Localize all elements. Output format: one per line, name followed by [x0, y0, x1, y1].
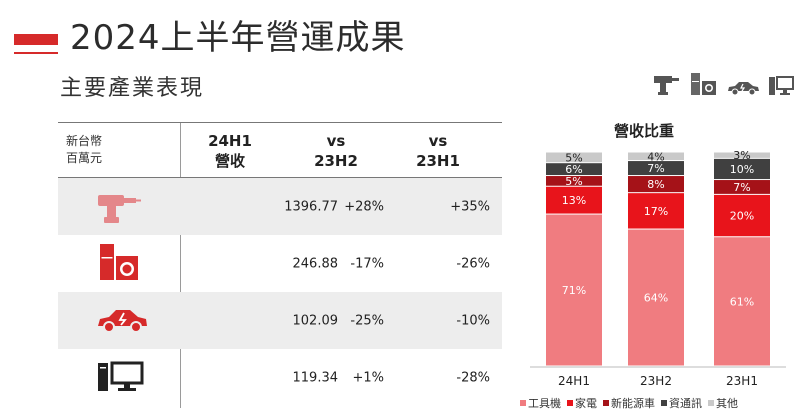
data-label: 13% [562, 194, 586, 207]
section-subtitle: 主要產業表現 [60, 76, 205, 101]
bar-segment [714, 152, 770, 158]
unit-scale: 百萬元 [66, 151, 103, 165]
table-row: 102.09 -25% -10% [58, 292, 502, 349]
data-label: 5% [565, 175, 582, 188]
column-header-line: vs [428, 132, 448, 150]
table-row: 119.34 +1% -28% [58, 349, 502, 406]
chart-title: 營收比重 [614, 122, 675, 140]
bar-segment [714, 158, 770, 180]
computer-icon [768, 74, 794, 96]
computer-icon [96, 359, 146, 397]
data-label: 5% [565, 151, 582, 164]
unit-currency: 新台幣 [66, 134, 103, 148]
bar-segment [628, 229, 684, 366]
legend-label: 其他 [716, 397, 738, 410]
title-accent-line [14, 52, 58, 54]
power-drill-icon [652, 70, 682, 96]
data-label: 20% [730, 210, 754, 223]
data-label: 10% [730, 163, 754, 176]
vs-23h1-value: -28% [456, 370, 490, 385]
bar-segment [628, 161, 684, 176]
vs-23h2-value: -17% [350, 256, 384, 271]
data-label: 4% [647, 150, 664, 163]
revenue-value: 246.88 [292, 256, 339, 271]
bar-segment [714, 180, 770, 194]
legend-swatch [520, 400, 526, 406]
bar-segment [628, 193, 684, 229]
legend-label: 工具機 [528, 397, 561, 410]
bar-segment [546, 176, 602, 186]
revenue-value: 102.09 [292, 313, 339, 328]
column-header-line: 24H1 [208, 132, 252, 150]
chart-legend: 工具機 家電 新能源車 資通訊 其他 [520, 395, 738, 411]
legend-item: 工具機 [520, 395, 561, 411]
legend-swatch [708, 400, 714, 406]
bar-segment [546, 214, 602, 366]
column-header-revenue: 24H1 營收 [180, 131, 280, 171]
bar-segment [628, 152, 684, 161]
bar-segment [546, 186, 602, 214]
legend-label: 家電 [575, 397, 597, 410]
data-label: 61% [730, 295, 754, 308]
column-header-vs-23h1: vs 23H1 [388, 131, 488, 171]
electric-car-icon [96, 304, 148, 338]
electric-car-icon [726, 78, 760, 96]
legend-label: 資通訊 [669, 397, 702, 410]
appliance-icon [96, 242, 142, 286]
bar-segment [628, 176, 684, 193]
industry-icons [652, 70, 794, 96]
appliance-icon [690, 72, 718, 96]
bar-segment [714, 194, 770, 237]
table-header: 新台幣 百萬元 24H1 營收 vs 23H2 vs 23H1 [58, 122, 502, 178]
column-header-line: 營收 [214, 152, 245, 170]
data-label: 64% [644, 292, 668, 305]
industry-performance-table: 新台幣 百萬元 24H1 營收 vs 23H2 vs 23H1 1396.77 … [58, 122, 502, 408]
revenue-value: 1396.77 [284, 199, 338, 214]
data-label: 71% [562, 284, 586, 297]
data-label: 8% [647, 178, 664, 191]
title-accent-bar [14, 34, 58, 45]
vs-23h1-value: -10% [456, 313, 490, 328]
data-label: 7% [733, 181, 750, 194]
vs-23h1-value: +35% [450, 199, 490, 214]
column-header-line: 23H1 [416, 152, 460, 170]
legend-swatch [603, 400, 609, 406]
x-tick-label: 24H1 [558, 374, 590, 388]
data-label: 7% [647, 162, 664, 175]
x-tick-label: 23H1 [726, 374, 758, 388]
power-drill-icon [96, 185, 142, 229]
column-header-vs-23h2: vs 23H2 [286, 131, 386, 171]
page-title: 2024上半年營運成果 [70, 18, 406, 58]
legend-item: 其他 [708, 395, 738, 411]
column-header-line: vs [326, 132, 346, 150]
legend-label: 新能源車 [611, 397, 655, 410]
vs-23h2-value: +28% [344, 199, 384, 214]
legend-swatch [661, 400, 667, 406]
bar-segment [546, 152, 602, 163]
unit-label: 新台幣 百萬元 [66, 133, 102, 167]
vs-23h2-value: +1% [352, 370, 384, 385]
legend-item: 家電 [567, 395, 597, 411]
bar-segment [546, 163, 602, 176]
legend-item: 新能源車 [603, 395, 655, 411]
table-row: 1396.77 +28% +35% [58, 178, 502, 235]
data-label: 17% [644, 205, 668, 218]
revenue-value: 119.34 [292, 370, 339, 385]
legend-item: 資通訊 [661, 395, 702, 411]
vs-23h1-value: -26% [456, 256, 490, 271]
table-row: 246.88 -17% -26% [58, 235, 502, 292]
data-label: 6% [565, 163, 582, 176]
vs-23h2-value: -25% [350, 313, 384, 328]
column-header-line: 23H2 [314, 152, 358, 170]
bar-segment [714, 237, 770, 366]
table-column-divider [180, 122, 181, 408]
data-label: 3% [733, 149, 750, 162]
x-tick-label: 23H2 [640, 374, 672, 388]
legend-swatch [567, 400, 573, 406]
